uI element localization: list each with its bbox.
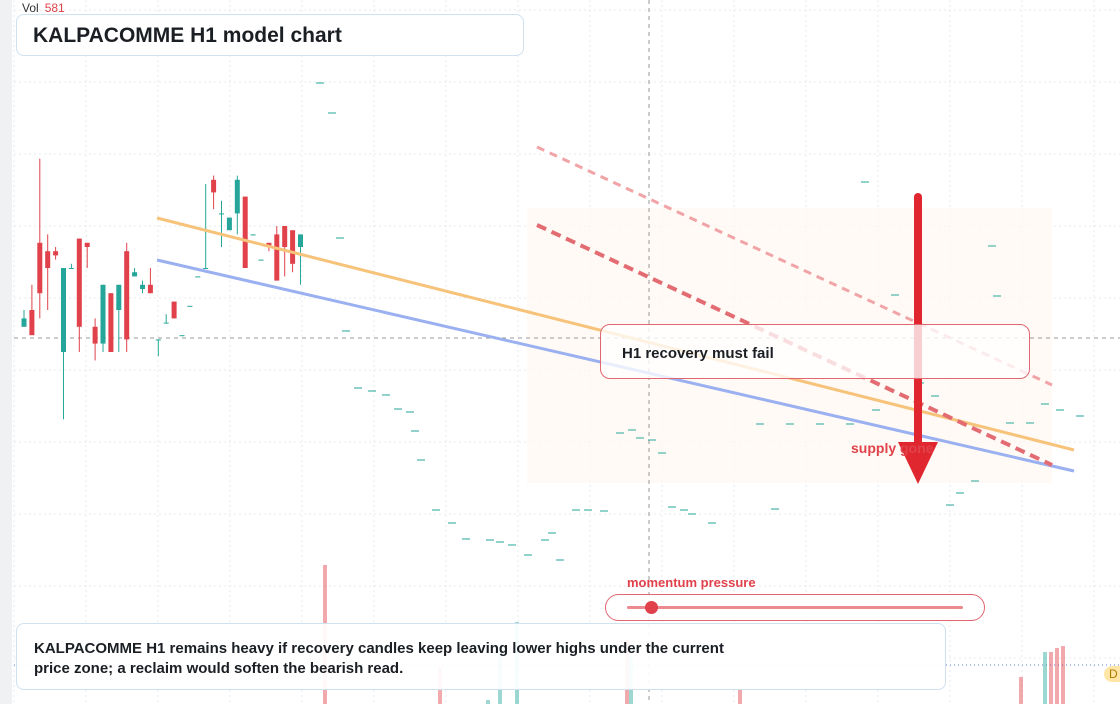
candle-body bbox=[37, 242, 43, 294]
candle-body bbox=[29, 310, 35, 336]
volume-bar bbox=[486, 700, 490, 704]
candles bbox=[21, 158, 303, 420]
candle-body bbox=[21, 318, 27, 327]
candle-body bbox=[298, 234, 303, 247]
candle-body bbox=[250, 234, 256, 236]
candle-body bbox=[84, 242, 90, 247]
candle-body bbox=[140, 284, 145, 289]
edge-tag[interactable]: D bbox=[1104, 666, 1120, 682]
candle-body bbox=[92, 326, 98, 344]
volume-readout: Vol 581 bbox=[22, 1, 65, 15]
candle-body bbox=[282, 226, 288, 247]
supply-label: supply gone bbox=[851, 440, 934, 456]
volume-label: Vol bbox=[22, 1, 39, 15]
candle-body bbox=[100, 284, 106, 344]
candle-body bbox=[203, 268, 209, 269]
volume-value: 581 bbox=[44, 1, 65, 15]
candle-body bbox=[53, 251, 59, 256]
candle-body bbox=[242, 196, 248, 268]
volume-bar bbox=[1049, 652, 1053, 704]
candle-body bbox=[132, 272, 138, 277]
candle-body bbox=[108, 293, 114, 352]
momentum-track[interactable] bbox=[627, 606, 963, 609]
candle-body bbox=[155, 339, 161, 341]
candle-body bbox=[163, 322, 169, 324]
candle-body bbox=[45, 251, 51, 268]
candle-body bbox=[147, 284, 153, 294]
volume-bar bbox=[738, 688, 742, 704]
title-card: KALPACOMME H1 model chart bbox=[16, 14, 524, 56]
candle-body bbox=[61, 268, 66, 352]
candle-body bbox=[226, 217, 232, 231]
candle-body bbox=[68, 268, 74, 269]
candle-body bbox=[219, 213, 224, 215]
candle-body bbox=[258, 259, 264, 261]
momentum-label: momentum pressure bbox=[627, 575, 756, 590]
callout-box[interactable]: H1 recovery must fail bbox=[600, 324, 1030, 379]
candle-body bbox=[211, 179, 217, 193]
volume-bar bbox=[1061, 646, 1065, 704]
chart-title: KALPACOMME H1 model chart bbox=[33, 24, 342, 47]
candle-body bbox=[187, 305, 193, 307]
left-scrollbar[interactable] bbox=[0, 0, 12, 704]
volume-bar bbox=[1043, 652, 1047, 704]
momentum-knob[interactable] bbox=[644, 601, 658, 614]
candle-body bbox=[290, 230, 296, 264]
candle-body bbox=[171, 301, 177, 319]
volume-bar bbox=[1019, 677, 1023, 704]
note-card: KALPACOMME H1 remains heavy if recovery … bbox=[16, 623, 946, 690]
lower-channel-line[interactable] bbox=[536, 223, 1053, 467]
upper-channel-line[interactable] bbox=[536, 145, 1053, 387]
candle-body bbox=[234, 179, 240, 214]
note-text: KALPACOMME H1 remains heavy if recovery … bbox=[34, 640, 724, 677]
ghost-ticks bbox=[316, 82, 1084, 561]
callout-text: H1 recovery must fail bbox=[622, 345, 774, 362]
down-arrow-head bbox=[898, 442, 938, 484]
candle-body bbox=[179, 335, 185, 337]
candle-body bbox=[116, 284, 122, 310]
candle-body bbox=[76, 238, 82, 327]
momentum-slider[interactable] bbox=[605, 594, 985, 621]
candle-body bbox=[195, 276, 201, 278]
candle-body bbox=[124, 251, 130, 340]
volume-bar bbox=[1055, 648, 1059, 704]
candle-body bbox=[274, 234, 280, 281]
